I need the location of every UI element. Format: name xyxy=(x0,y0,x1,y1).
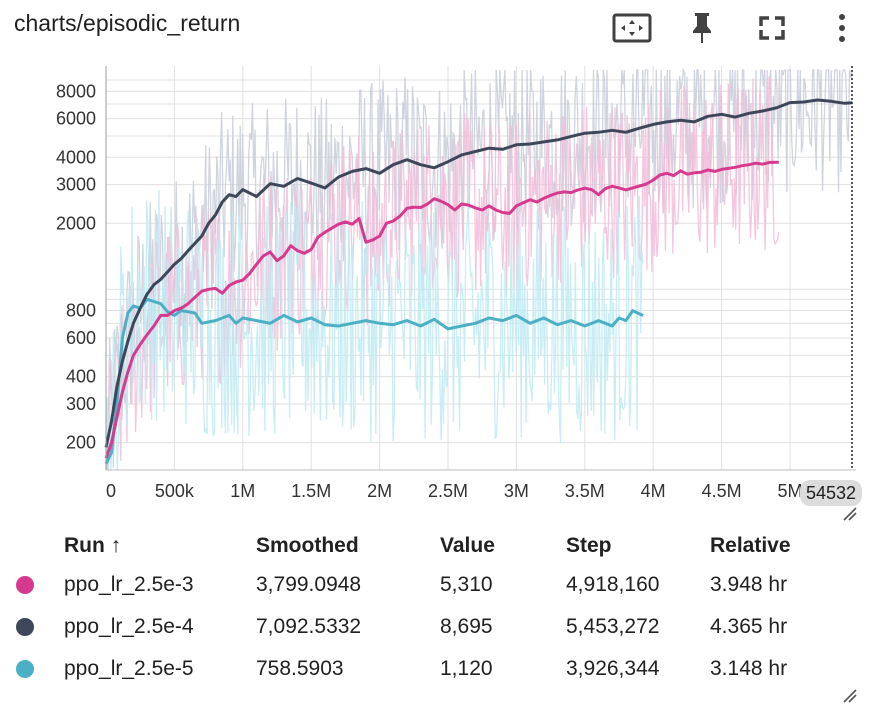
y-tick-label: 400 xyxy=(66,367,96,387)
x-tick-label: 500k xyxy=(155,481,195,500)
chart-title: charts/episodic_return xyxy=(14,10,241,36)
smoothed-series xyxy=(104,98,853,465)
table-header-row: Run ↑ Smoothed Value Step Relative xyxy=(16,528,860,564)
x-tick-label: 4.5M xyxy=(702,481,742,500)
y-tick-label: 600 xyxy=(66,328,96,348)
pin-button[interactable] xyxy=(682,10,722,46)
column-run[interactable]: Run ↑ xyxy=(64,534,122,557)
table-row: ppo_lr_2.5e-4 7,092.5332 8,695 5,453,272… xyxy=(16,606,860,648)
x-tick-label: 2M xyxy=(367,481,392,500)
run-color-dot xyxy=(16,576,34,595)
run-value: 5,310 xyxy=(440,573,493,596)
raw-series xyxy=(105,67,853,471)
column-smoothed: Smoothed xyxy=(256,534,359,557)
x-tick-label: 2.5M xyxy=(428,481,468,500)
series-line-ppo_lr_2.5e-3 xyxy=(104,160,779,459)
y-tick-label: 2000 xyxy=(56,213,96,233)
runs-table: Run ↑ Smoothed Value Step Relative ppo_l… xyxy=(16,528,860,690)
run-smoothed: 3,799.0948 xyxy=(256,573,362,596)
pin-icon xyxy=(693,13,711,43)
x-tick-label: 4M xyxy=(641,481,666,500)
run-step: 5,453,272 xyxy=(566,615,660,638)
y-tick-label: 200 xyxy=(66,433,96,453)
column-value: Value xyxy=(440,534,495,557)
fullscreen-button[interactable] xyxy=(752,10,792,46)
raw-line-ppo_lr_2.5e-3 xyxy=(105,76,780,471)
fit-domain-button[interactable] xyxy=(612,10,652,46)
y-tick-label: 3000 xyxy=(56,175,96,195)
run-color-dot xyxy=(16,618,34,637)
y-tick-label: 4000 xyxy=(56,147,96,167)
raw-line-ppo_lr_2.5e-5 xyxy=(105,189,644,471)
run-name: ppo_lr_2.5e-4 xyxy=(64,615,194,638)
more-vert-icon xyxy=(839,14,845,42)
run-color-dot xyxy=(16,660,34,679)
resize-handle-icon[interactable] xyxy=(842,506,858,522)
y-tick-label: 8000 xyxy=(56,81,96,101)
column-step: Step xyxy=(566,534,612,557)
series-line-ppo_lr_2.5e-4 xyxy=(104,98,853,448)
y-tick-label: 300 xyxy=(66,394,96,414)
x-tick-label: 3M xyxy=(504,481,529,500)
table-resize-handle-icon[interactable] xyxy=(842,688,858,704)
run-relative: 4.365 hr xyxy=(710,615,788,638)
column-relative: Relative xyxy=(710,534,791,557)
axes: 200 300 400 600 800 2000 3000 4000 6000 8000 0 500k… xyxy=(56,66,856,500)
run-name: ppo_lr_2.5e-3 xyxy=(64,573,194,596)
x-tick-label: 5M xyxy=(777,481,802,500)
run-relative: 3.948 hr xyxy=(710,573,788,596)
x-tick-label: 3.5M xyxy=(565,481,605,500)
x-tick-label: 1.5M xyxy=(291,481,331,500)
run-relative: 3.148 hr xyxy=(710,657,788,680)
series-line-ppo_lr_2.5e-5 xyxy=(104,297,644,465)
more-options-button[interactable] xyxy=(822,10,862,46)
episodic-return-chart[interactable]: 200 300 400 600 800 2000 3000 4000 6000 8000 0 500k… xyxy=(0,50,874,500)
run-step: 4,918,160 xyxy=(566,573,660,596)
run-smoothed: 7,092.5332 xyxy=(256,615,362,638)
fullscreen-icon xyxy=(759,16,785,40)
run-step: 3,926,344 xyxy=(566,657,660,680)
x-tick-label: 0 xyxy=(106,481,116,500)
run-name: ppo_lr_2.5e-5 xyxy=(64,657,194,680)
run-smoothed: 758.5903 xyxy=(256,657,344,680)
table-row: ppo_lr_2.5e-3 3,799.0948 5,310 4,918,160… xyxy=(16,564,860,606)
table-row: ppo_lr_2.5e-5 758.5903 1,120 3,926,344 3… xyxy=(16,648,860,690)
run-value: 1,120 xyxy=(440,657,493,680)
run-value: 8,695 xyxy=(440,615,493,638)
y-tick-label: 6000 xyxy=(56,109,96,129)
fit-domain-icon xyxy=(612,13,652,43)
hover-step-label: 54532 xyxy=(800,480,862,506)
x-tick-label: 1M xyxy=(230,481,255,500)
y-tick-label: 800 xyxy=(66,301,96,321)
